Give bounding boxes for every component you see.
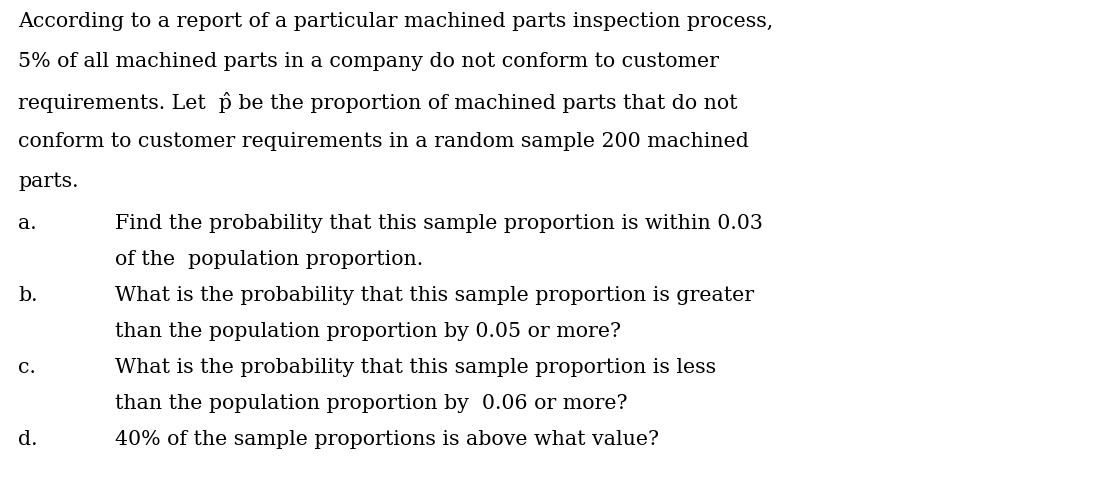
- Text: parts.: parts.: [18, 172, 78, 191]
- Text: What is the probability that this sample proportion is greater: What is the probability that this sample…: [115, 286, 754, 305]
- Text: 40% of the sample proportions is above what value?: 40% of the sample proportions is above w…: [115, 430, 659, 449]
- Text: requirements. Let  p̂ be the proportion of machined parts that do not: requirements. Let p̂ be the proportion o…: [18, 92, 738, 113]
- Text: b.: b.: [18, 286, 37, 305]
- Text: 5% of all machined parts in a company do not conform to customer: 5% of all machined parts in a company do…: [18, 52, 719, 71]
- Text: than the population proportion by  0.06 or more?: than the population proportion by 0.06 o…: [115, 394, 628, 413]
- Text: than the population proportion by 0.05 or more?: than the population proportion by 0.05 o…: [115, 322, 621, 341]
- Text: d.: d.: [18, 430, 37, 449]
- Text: conform to customer requirements in a random sample 200 machined: conform to customer requirements in a ra…: [18, 132, 749, 151]
- Text: Find the probability that this sample proportion is within 0.03: Find the probability that this sample pr…: [115, 214, 763, 233]
- Text: a.: a.: [18, 214, 36, 233]
- Text: What is the probability that this sample proportion is less: What is the probability that this sample…: [115, 358, 716, 377]
- Text: According to a report of a particular machined parts inspection process,: According to a report of a particular ma…: [18, 12, 773, 31]
- Text: c.: c.: [18, 358, 36, 377]
- Text: of the  population proportion.: of the population proportion.: [115, 250, 423, 269]
